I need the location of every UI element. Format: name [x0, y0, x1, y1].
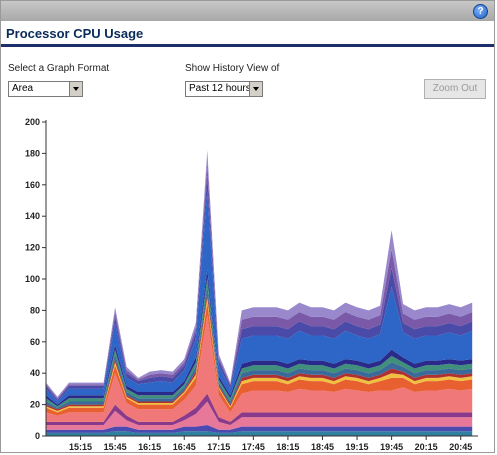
x-tick-label: 19:15 — [346, 442, 369, 452]
area-series-4 — [46, 393, 473, 425]
area-series-1 — [46, 431, 473, 436]
y-tick-label: 80 — [30, 305, 40, 315]
x-tick-label: 18:15 — [276, 442, 299, 452]
y-tick-label: 140 — [25, 211, 40, 221]
x-tick-label: 19:45 — [380, 442, 403, 452]
x-tick-label: 16:45 — [173, 442, 196, 452]
y-tick-label: 120 — [25, 243, 40, 253]
y-tick-label: 60 — [30, 337, 40, 347]
graph-format-select[interactable]: Area — [8, 81, 83, 97]
y-tick-label: 0 — [35, 431, 40, 441]
top-bar: ? — [1, 1, 494, 21]
chevron-down-icon — [249, 82, 262, 96]
x-tick-label: 15:45 — [104, 442, 127, 452]
y-tick-label: 180 — [25, 148, 40, 158]
cpu-usage-chart: 0 20 40 60 80 100 120 140 160 180 200 15:15 15:45 16:… — [25, 117, 478, 452]
history-select[interactable]: Past 12 hours — [185, 81, 263, 97]
x-tick-label: 20:45 — [449, 442, 472, 452]
area-series-6 — [46, 302, 473, 416]
x-tick-label: 15:15 — [69, 442, 92, 452]
history-label: Show History View of — [185, 63, 280, 74]
title-divider — [1, 44, 494, 47]
zoom-out-button[interactable]: Zoom Out — [424, 79, 486, 99]
area-series-15 — [46, 150, 473, 399]
area-series-2 — [46, 425, 473, 433]
x-tick-label: 20:15 — [415, 442, 438, 452]
x-tick-label: 18:45 — [311, 442, 334, 452]
x-tick-label: 16:15 — [138, 442, 161, 452]
area-series-12 — [46, 191, 473, 405]
x-tick-label: 17:45 — [242, 442, 265, 452]
area-series-14 — [46, 162, 473, 400]
area-series-5 — [46, 315, 473, 422]
y-tick-label: 160 — [25, 180, 40, 190]
y-tick-label: 100 — [25, 274, 40, 284]
graph-format-label: Select a Graph Format — [8, 63, 110, 74]
chevron-down-icon — [69, 82, 82, 96]
y-tick-label: 20 — [30, 400, 40, 410]
y-tick-label: 200 — [25, 117, 40, 127]
page-title: Processor CPU Usage — [6, 26, 144, 41]
area-series-3 — [46, 401, 473, 430]
x-tick-label: 17:15 — [207, 442, 230, 452]
y-tick-label: 40 — [30, 368, 40, 378]
help-icon[interactable]: ? — [473, 4, 488, 19]
history-value: Past 12 hours — [189, 83, 251, 94]
graph-format-value: Area — [12, 83, 34, 94]
